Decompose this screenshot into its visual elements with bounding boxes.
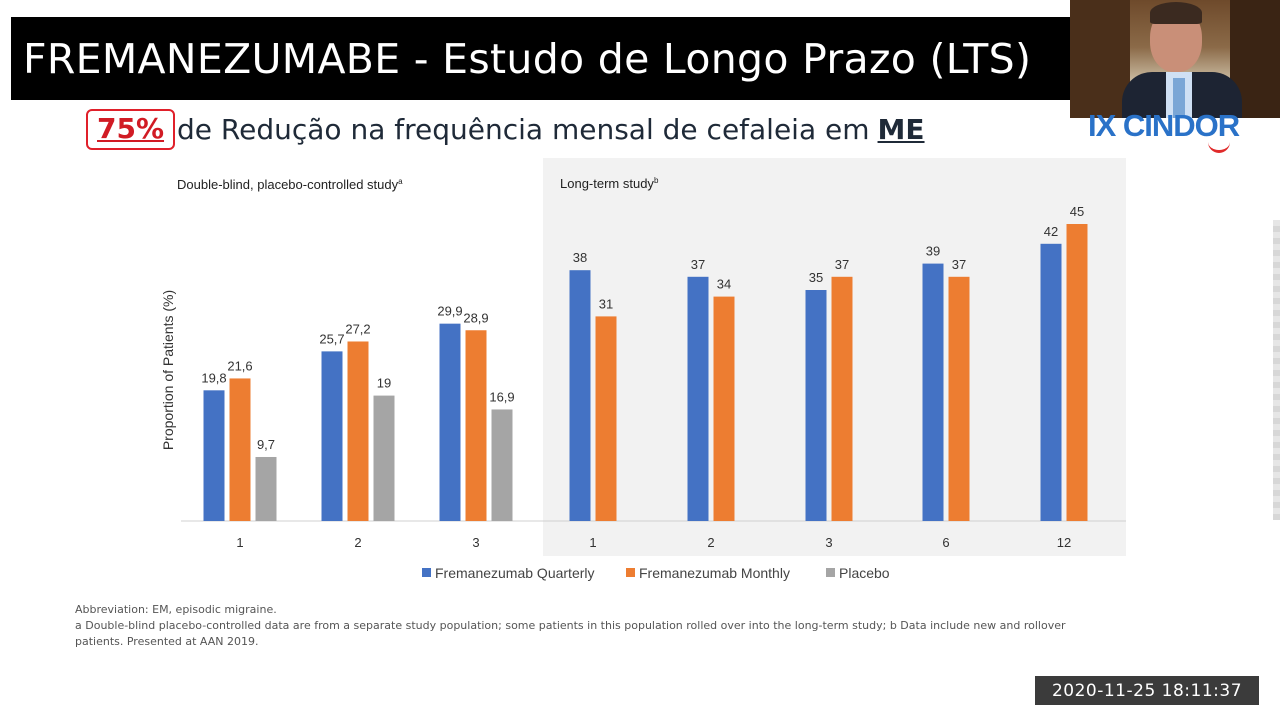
bar-placebo-p1-1 xyxy=(255,456,277,521)
bar-fremanezumab-quarterly-p1-2 xyxy=(321,351,343,521)
slide-title-text: FREMANEZUMABE - Estudo de Longo Prazo (L… xyxy=(23,34,1032,83)
data-label: 29,9 xyxy=(437,304,462,319)
data-label: 35 xyxy=(809,270,823,285)
bar-fremanezumab-monthly-p1-2 xyxy=(347,341,369,521)
data-label: 31 xyxy=(599,296,613,311)
bar-fremanezumab-quarterly-p1-1 xyxy=(203,390,225,521)
bar-fremanezumab-monthly-p2-12 xyxy=(1066,224,1088,521)
subtitle-emphasis: ME xyxy=(877,112,925,146)
panel-title-2: Long-term studyb xyxy=(560,176,659,191)
panel-title-superscript: a xyxy=(398,177,403,186)
legend-swatch xyxy=(626,568,635,577)
x-tick-label: 6 xyxy=(942,535,949,550)
legend-label: Placebo xyxy=(839,565,890,581)
bar-placebo-p1-2 xyxy=(373,395,395,521)
recording-timestamp: 2020-11-25 18:11:37 xyxy=(1035,676,1259,705)
reduction-badge: 75% xyxy=(86,108,176,150)
slide-subtitle: 75% de Redução na frequência mensal de c… xyxy=(86,104,925,154)
bar-placebo-p1-3 xyxy=(491,409,513,521)
data-label: 28,9 xyxy=(463,310,488,325)
bar-fremanezumab-quarterly-p2-6 xyxy=(922,263,944,521)
data-label: 27,2 xyxy=(345,321,370,336)
x-tick-label: 3 xyxy=(472,535,479,550)
bar-fremanezumab-quarterly-p2-3 xyxy=(805,290,827,521)
footnote-a: a Double-blind placebo-controlled data a… xyxy=(75,619,1066,632)
data-label: 9,7 xyxy=(257,437,275,452)
legend-swatch xyxy=(422,568,431,577)
data-label: 37 xyxy=(952,257,966,272)
legend-label: Fremanezumab Monthly xyxy=(639,565,790,581)
data-label: 25,7 xyxy=(319,331,344,346)
data-label: 39 xyxy=(926,244,940,259)
data-label: 16,9 xyxy=(489,389,514,404)
data-label: 37 xyxy=(835,257,849,272)
footnote-abbreviation: Abbreviation: EM, episodic migraine. xyxy=(75,603,277,616)
panel-title-superscript: b xyxy=(654,176,659,185)
bar-fremanezumab-monthly-p2-3 xyxy=(831,276,853,521)
x-tick-label: 2 xyxy=(354,535,361,550)
footnotes: Abbreviation: EM, episodic migraine. a D… xyxy=(75,602,1075,650)
footnote-b: patients. Presented at AAN 2019. xyxy=(75,635,259,648)
bar-fremanezumab-quarterly-p2-1 xyxy=(569,270,591,521)
bar-fremanezumab-monthly-p1-1 xyxy=(229,378,251,521)
subtitle-text: de Redução na frequência mensal de cefal… xyxy=(177,112,870,146)
bar-fremanezumab-quarterly-p2-12 xyxy=(1040,243,1062,522)
data-label: 45 xyxy=(1070,204,1084,219)
data-label: 19 xyxy=(377,376,391,391)
data-label: 19,8 xyxy=(201,370,226,385)
x-tick-label: 1 xyxy=(589,535,596,550)
x-tick-label: 2 xyxy=(707,535,714,550)
data-label: 37 xyxy=(691,257,705,272)
bar-fremanezumab-quarterly-p1-3 xyxy=(439,323,461,521)
data-label: 34 xyxy=(717,277,731,292)
data-label: 38 xyxy=(573,250,587,265)
bar-fremanezumab-quarterly-p2-2 xyxy=(687,276,709,521)
x-tick-label: 12 xyxy=(1057,535,1071,550)
data-label: 42 xyxy=(1044,224,1058,239)
logo-arc-icon xyxy=(1208,138,1230,153)
slide-title: FREMANEZUMABE - Estudo de Longo Prazo (L… xyxy=(11,17,1070,100)
bar-fremanezumab-monthly-p2-2 xyxy=(713,296,735,521)
x-tick-label: 1 xyxy=(236,535,243,550)
bar-fremanezumab-monthly-p1-3 xyxy=(465,330,487,521)
presenter-webcam xyxy=(1070,0,1280,118)
y-axis-label: Proportion of Patients (%) xyxy=(160,290,176,450)
x-tick-label: 3 xyxy=(825,535,832,550)
data-label: 21,6 xyxy=(227,358,252,373)
bar-fremanezumab-monthly-p2-1 xyxy=(595,316,617,521)
bar-fremanezumab-monthly-p2-6 xyxy=(948,276,970,521)
legend-label: Fremanezumab Quarterly xyxy=(435,565,595,581)
edge-decoration xyxy=(1273,220,1280,520)
legend-swatch xyxy=(826,568,835,577)
panel-title-1: Double-blind, placebo-controlled studya xyxy=(177,177,403,192)
